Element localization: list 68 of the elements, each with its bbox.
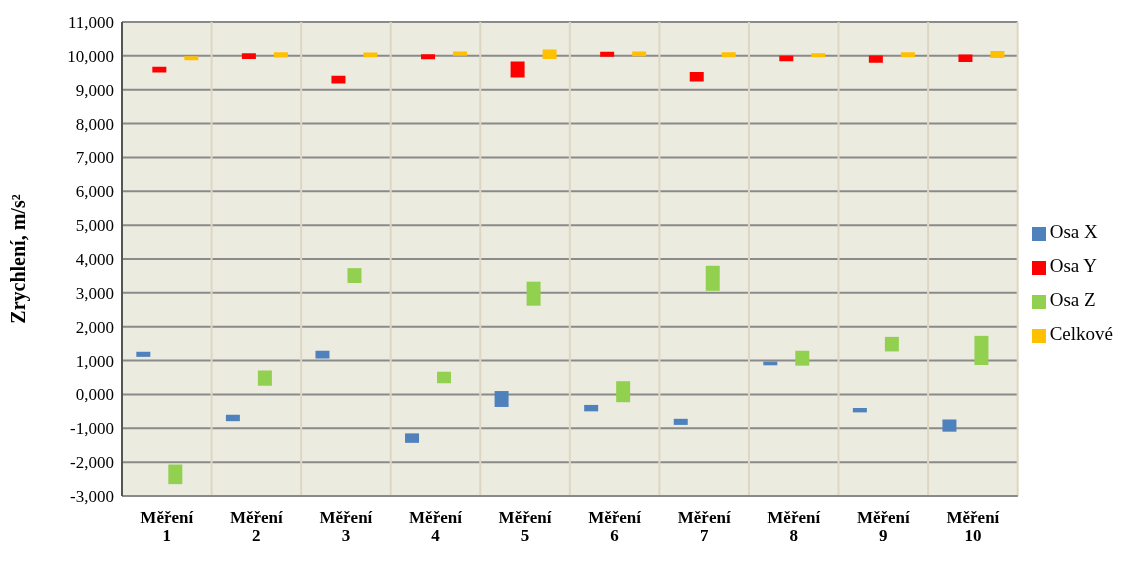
- y-tick-label: 4,000: [75, 250, 114, 270]
- bar: [721, 52, 736, 58]
- bar: [868, 55, 883, 63]
- bar: [136, 351, 151, 357]
- y-tick-label: 11,000: [67, 13, 114, 33]
- bar: [225, 414, 240, 422]
- bar: [168, 464, 183, 485]
- bar: [600, 51, 615, 57]
- bar: [542, 49, 557, 59]
- y-tick-label: 2,000: [75, 317, 114, 337]
- bar: [273, 52, 288, 58]
- bar: [779, 55, 794, 62]
- legend-label: Osa Y: [1049, 255, 1097, 276]
- x-tick-label: Měření 1: [140, 508, 194, 546]
- bar: [942, 419, 957, 432]
- x-tick-label: Měření 7: [677, 508, 731, 546]
- bar: [990, 51, 1005, 58]
- x-tick-label: Měření 8: [767, 508, 821, 546]
- y-tick-label: 5,000: [75, 216, 114, 236]
- bar: [494, 391, 509, 407]
- legend-label: Celkové: [1049, 323, 1113, 344]
- bar: [616, 381, 631, 403]
- bar: [363, 52, 378, 58]
- bar: [184, 56, 199, 61]
- bar: [526, 281, 541, 306]
- y-tick-label: 9,000: [75, 80, 114, 100]
- x-tick-label: Měření 9: [856, 508, 911, 546]
- bar: [958, 54, 973, 62]
- x-tick-label: Měření 3: [319, 508, 373, 546]
- x-tick-label: Měření 2: [229, 508, 284, 546]
- x-tick-label: Měření 5: [498, 508, 552, 546]
- x-tick-label: Měření 6: [588, 508, 642, 546]
- y-tick-label: 1,000: [75, 351, 114, 371]
- bar: [257, 370, 272, 386]
- bar: [900, 52, 915, 58]
- y-tick-label: 7,000: [75, 148, 114, 168]
- x-tick-label: Měření 10: [946, 508, 1000, 546]
- bar: [347, 268, 362, 284]
- bar: [852, 407, 867, 413]
- y-tick-label: -3,000: [70, 487, 114, 507]
- bar: [632, 51, 647, 57]
- bar: [974, 335, 989, 365]
- bar: [510, 61, 525, 78]
- bar: [453, 51, 468, 56]
- bar: [437, 371, 452, 384]
- bar: [315, 350, 330, 359]
- bar: [811, 53, 826, 58]
- y-tick-label: 3,000: [75, 283, 114, 303]
- y-tick-label: 6,000: [75, 182, 114, 202]
- bar: [689, 72, 704, 82]
- bar: [705, 265, 720, 291]
- bar: [331, 75, 346, 84]
- y-tick-label: 0,000: [75, 385, 114, 405]
- bar: [421, 54, 436, 60]
- x-tick-label: Měření 4: [409, 508, 463, 546]
- bar: [241, 53, 256, 59]
- legend-label: Osa X: [1049, 221, 1098, 242]
- bar: [405, 433, 420, 443]
- y-axis-title: Zrychlení, m/s²: [7, 194, 31, 324]
- y-tick-label: 10,000: [67, 46, 114, 66]
- y-tick-label: 8,000: [75, 114, 114, 134]
- y-tick-label: -2,000: [70, 453, 114, 473]
- bar: [673, 418, 688, 425]
- bar: [584, 404, 599, 412]
- bar: [884, 336, 899, 352]
- bar: [795, 350, 810, 366]
- legend-label: Osa Z: [1049, 289, 1096, 310]
- y-tick-label: -1,000: [70, 419, 114, 439]
